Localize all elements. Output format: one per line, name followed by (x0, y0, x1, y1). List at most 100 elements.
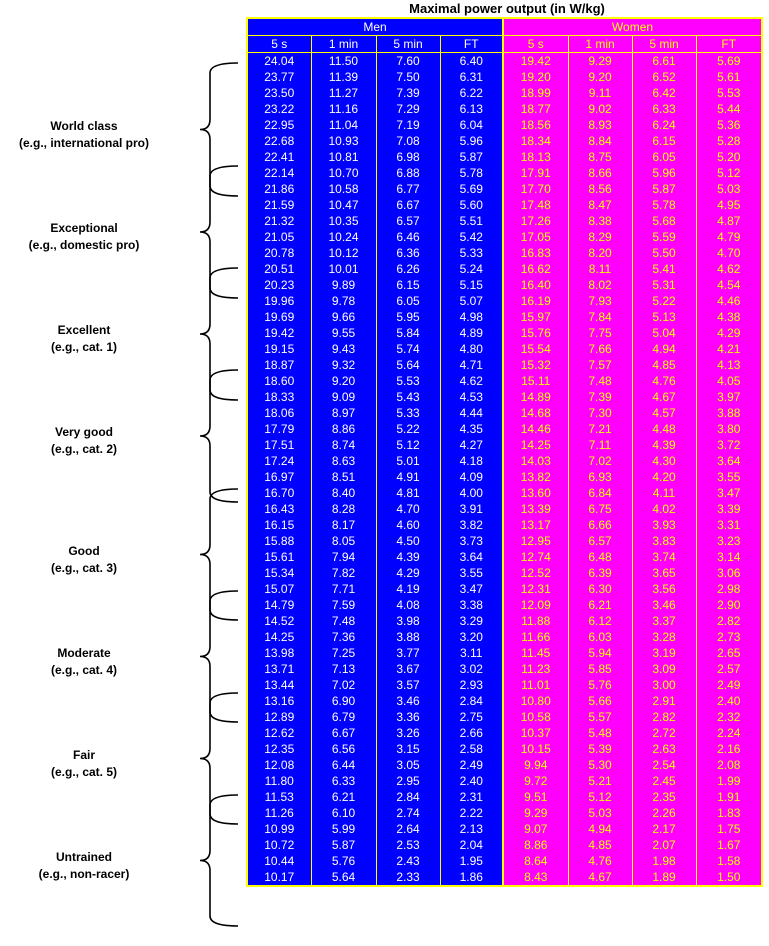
table-cell: 6.22 (440, 85, 504, 101)
table-cell: 10.81 (311, 149, 377, 165)
table-cell: 4.29 (696, 325, 763, 341)
table-cell: 7.59 (311, 597, 377, 613)
table-cell: 9.20 (568, 69, 633, 85)
table-cell: 2.24 (696, 725, 763, 741)
table-cell: 5.78 (632, 197, 697, 213)
category-label: Moderate (e.g., cat. 4) (0, 645, 168, 679)
table-cell: 3.26 (376, 725, 441, 741)
table-cell: 5.74 (376, 341, 441, 357)
table-cell: 5.64 (311, 869, 377, 886)
table-cell: 2.66 (440, 725, 504, 741)
category-example: (e.g., cat. 4) (50, 663, 118, 677)
category-example: (e.g., international pro) (18, 136, 149, 150)
table-row: 10.99 5.99 2.64 2.13 9.07 4.94 2.17 1.75 (247, 821, 763, 837)
category-name: Excellent (57, 323, 111, 337)
table-row: 22.41 10.81 6.98 5.87 18.13 8.75 6.05 5.20 (247, 149, 763, 165)
table-cell: 11.26 (247, 805, 312, 821)
table-cell: 1.89 (632, 869, 697, 886)
table-cell: 13.60 (503, 485, 569, 501)
table-cell: 18.99 (503, 85, 569, 101)
category-example: (e.g., cat. 2) (50, 442, 118, 456)
table-cell: 6.33 (311, 773, 377, 789)
table-cell: 6.30 (568, 581, 633, 597)
table-cell: 5.30 (568, 757, 633, 773)
table-cell: 8.11 (568, 261, 633, 277)
table-row: 10.17 5.64 2.33 1.86 8.43 4.67 1.89 1.50 (247, 869, 763, 886)
table-cell: 8.97 (311, 405, 377, 421)
table-cell: 22.68 (247, 133, 312, 149)
table-cell: 4.91 (376, 469, 441, 485)
table-cell: 5.28 (696, 133, 763, 149)
table-cell: 5.94 (568, 645, 633, 661)
table-cell: 7.39 (376, 85, 441, 101)
table-cell: 3.19 (632, 645, 697, 661)
table-cell: 18.56 (503, 117, 569, 133)
table-cell: 6.03 (568, 629, 633, 645)
table-cell: 4.53 (440, 389, 504, 405)
table-cell: 7.02 (568, 453, 633, 469)
table-cell: 5.13 (632, 309, 697, 325)
table-cell: 4.94 (632, 341, 697, 357)
table-cell: 3.46 (376, 693, 441, 709)
table-cell: 3.46 (632, 597, 697, 613)
table-cell: 2.22 (440, 805, 504, 821)
table-cell: 8.66 (568, 165, 633, 181)
table-cell: 21.32 (247, 213, 312, 229)
table-cell: 23.50 (247, 85, 312, 101)
table-cell: 11.23 (503, 661, 569, 677)
table-cell: 3.88 (376, 629, 441, 645)
table-cell: 10.80 (503, 693, 569, 709)
table-cell: 2.17 (632, 821, 697, 837)
table-cell: 4.38 (696, 309, 763, 325)
table-cell: 6.56 (311, 741, 377, 757)
category-braces (199, 62, 239, 927)
table-cell: 8.74 (311, 437, 377, 453)
table-row: 19.96 9.78 6.05 5.07 16.19 7.93 5.22 4.46 (247, 293, 763, 309)
table-cell: 12.31 (503, 581, 569, 597)
table-cell: 4.21 (696, 341, 763, 357)
table-cell: 4.09 (440, 469, 504, 485)
table-cell: 11.53 (247, 789, 312, 805)
table-cell: 2.95 (376, 773, 441, 789)
table-cell: 5.68 (632, 213, 697, 229)
table-cell: 2.04 (440, 837, 504, 853)
table-cell: 9.29 (568, 52, 633, 69)
table-cell: 8.64 (503, 853, 569, 869)
table-cell: 5.42 (440, 229, 504, 245)
table-cell: 7.13 (311, 661, 377, 677)
table-cell: 6.13 (440, 101, 504, 117)
table-cell: 2.91 (632, 693, 697, 709)
table-cell: 2.16 (696, 741, 763, 757)
table-cell: 4.29 (376, 565, 441, 581)
table-cell: 4.48 (632, 421, 697, 437)
table-cell: 2.57 (696, 661, 763, 677)
table-row: 12.08 6.44 3.05 2.49 9.94 5.30 2.54 2.08 (247, 757, 763, 773)
table-cell: 4.89 (440, 325, 504, 341)
table-cell: 8.84 (568, 133, 633, 149)
table-cell: 2.72 (632, 725, 697, 741)
table-cell: 8.05 (311, 533, 377, 549)
table-cell: 4.39 (632, 437, 697, 453)
table-cell: 7.02 (311, 677, 377, 693)
table-cell: 7.84 (568, 309, 633, 325)
table-cell: 5.12 (568, 789, 633, 805)
table-row: 11.26 6.10 2.74 2.22 9.29 5.03 2.26 1.83 (247, 805, 763, 821)
table-cell: 3.88 (696, 405, 763, 421)
table-cell: 3.09 (632, 661, 697, 677)
table-row: 13.16 6.90 3.46 2.84 10.80 5.66 2.91 2.40 (247, 693, 763, 709)
table-cell: 1.91 (696, 789, 763, 805)
men-col-1min-header: 1 min (311, 35, 377, 53)
category-name: Moderate (57, 646, 111, 660)
table-cell: 8.38 (568, 213, 633, 229)
table-row: 21.86 10.58 6.77 5.69 17.70 8.56 5.87 5.03 (247, 181, 763, 197)
category-name: Fair (72, 748, 95, 762)
table-cell: 7.50 (376, 69, 441, 85)
table-cell: 7.08 (376, 133, 441, 149)
table-cell: 15.88 (247, 533, 312, 549)
table-cell: 13.39 (503, 501, 569, 517)
table-cell: 5.36 (696, 117, 763, 133)
table-cell: 9.66 (311, 309, 377, 325)
table-cell: 5.57 (568, 709, 633, 725)
table-cell: 2.82 (696, 613, 763, 629)
table-cell: 9.02 (568, 101, 633, 117)
